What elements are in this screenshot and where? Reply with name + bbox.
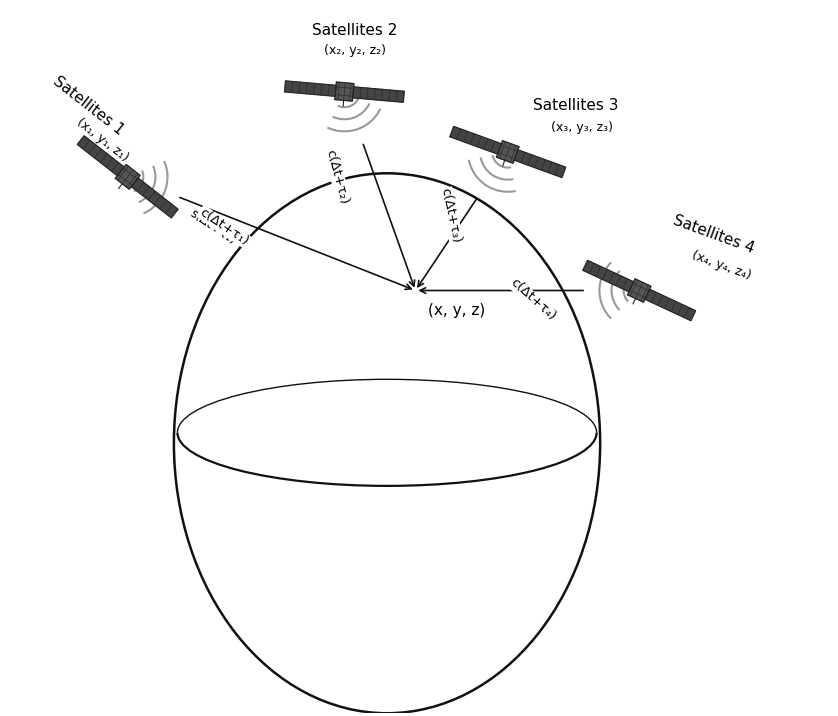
Text: c(Δt+τ₃): c(Δt+τ₃)	[439, 187, 463, 245]
Text: (x₄, y₄, z₄): (x₄, y₄, z₄)	[690, 248, 753, 282]
Polygon shape	[515, 150, 566, 178]
Text: s(Δt+τ₁): s(Δt+τ₁)	[188, 206, 239, 247]
Text: (x₂, y₂, z₂): (x₂, y₂, z₂)	[324, 44, 386, 57]
Polygon shape	[285, 81, 336, 96]
Polygon shape	[116, 165, 140, 189]
Polygon shape	[77, 136, 124, 175]
Text: (x₃, y₃, z₃): (x₃, y₃, z₃)	[551, 121, 613, 134]
Polygon shape	[497, 141, 519, 163]
Polygon shape	[645, 289, 696, 321]
Text: c(Δt+τ₄): c(Δt+τ₄)	[508, 276, 558, 324]
Text: c(Δt+τ₂): c(Δt+τ₂)	[323, 148, 351, 205]
Polygon shape	[628, 279, 651, 302]
Polygon shape	[335, 82, 354, 101]
Text: s(Δt+τ₃): s(Δt+τ₃)	[439, 189, 463, 243]
Text: c(Δt+τ₁): c(Δt+τ₁)	[197, 205, 251, 248]
Polygon shape	[450, 127, 501, 154]
Text: Satellites 4: Satellites 4	[671, 213, 757, 256]
Text: s(Δt+τ₄): s(Δt+τ₄)	[509, 277, 556, 322]
Text: (x₁, y₁, z₁): (x₁, y₁, z₁)	[75, 115, 132, 164]
Text: Satellites 1: Satellites 1	[50, 73, 127, 137]
Polygon shape	[583, 261, 634, 291]
Text: s(Δt+τ₂): s(Δt+τ₂)	[324, 150, 350, 204]
Text: Satellites 2: Satellites 2	[313, 24, 398, 38]
Text: (x, y, z): (x, y, z)	[428, 304, 485, 319]
Polygon shape	[132, 178, 178, 218]
Polygon shape	[353, 87, 404, 102]
Text: Satellites 3: Satellites 3	[532, 98, 618, 113]
